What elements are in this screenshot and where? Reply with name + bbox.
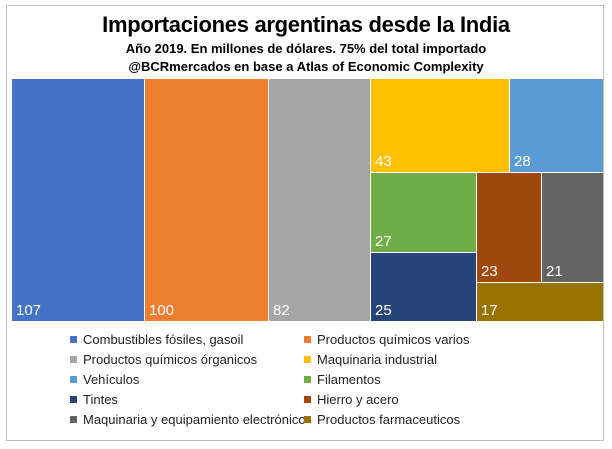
legend-item: Maquinaria y equipamiento electrónico — [70, 412, 306, 427]
legend-swatch — [70, 336, 77, 343]
treemap-value-label: 21 — [546, 263, 563, 280]
legend-swatch — [70, 396, 77, 403]
legend-item: Maquinaria industrial — [304, 352, 437, 367]
treemap-tile — [542, 173, 603, 282]
legend-label: Combustibles fósiles, gasoil — [83, 332, 244, 347]
treemap-tile — [12, 79, 144, 321]
chart-subtitle: Año 2019. En millones de dólares. 75% de… — [125, 41, 487, 56]
treemap-value-label: 25 — [375, 302, 392, 319]
legend-item: Hierro y acero — [304, 392, 399, 407]
treemap-tile — [477, 283, 603, 321]
treemap-value-label: 107 — [16, 302, 41, 319]
legend-item: Tintes — [70, 392, 118, 407]
legend-swatch — [70, 356, 77, 363]
legend-label: Tintes — [83, 392, 118, 407]
legend-item: Combustibles fósiles, gasoil — [70, 332, 243, 347]
legend-swatch — [304, 356, 311, 363]
legend-label: Vehículos — [83, 372, 140, 387]
treemap-tile — [371, 253, 476, 321]
treemap-tile — [145, 79, 268, 321]
legend-item: Productos químicos varios — [304, 332, 469, 347]
treemap-value-label: 82 — [273, 302, 290, 319]
treemap-tile — [269, 79, 370, 321]
legend-swatch — [304, 376, 311, 383]
treemap-tile — [510, 79, 603, 172]
legend-label: Maquinaria industrial — [317, 352, 437, 367]
treemap-value-label: 17 — [481, 302, 498, 319]
legend-swatch — [304, 336, 311, 343]
treemap-value-label: 27 — [375, 233, 392, 250]
legend-label: Filamentos — [317, 372, 381, 387]
legend-item: Vehículos — [70, 372, 139, 387]
treemap-value-label: 43 — [375, 153, 392, 170]
legend-swatch — [304, 396, 311, 403]
legend-label: Maquinaria y equipamiento electrónico — [83, 412, 306, 427]
legend-item: Productos químicos órganicos — [70, 352, 257, 367]
legend-label: Productos químicos varios — [317, 332, 470, 347]
legend-label: Hierro y acero — [317, 392, 399, 407]
treemap-value-label: 23 — [481, 263, 498, 280]
treemap-value-label: 28 — [514, 153, 531, 170]
treemap-value-label: 100 — [149, 302, 174, 319]
legend-swatch — [304, 416, 311, 423]
legend-item: Filamentos — [304, 372, 381, 387]
treemap-tile — [371, 173, 476, 252]
treemap-tile — [371, 79, 509, 172]
chart-source: @BCRmercados en base a Atlas of Economic… — [128, 59, 484, 74]
legend-label: Productos farmaceuticos — [317, 412, 461, 427]
legend-item: Productos farmaceuticos — [304, 412, 460, 427]
legend-swatch — [70, 416, 77, 423]
treemap-tile — [477, 173, 541, 282]
chart-title: Importaciones argentinas desde la India — [102, 12, 510, 37]
legend-label: Productos químicos órganicos — [83, 352, 258, 367]
legend-swatch — [70, 376, 77, 383]
